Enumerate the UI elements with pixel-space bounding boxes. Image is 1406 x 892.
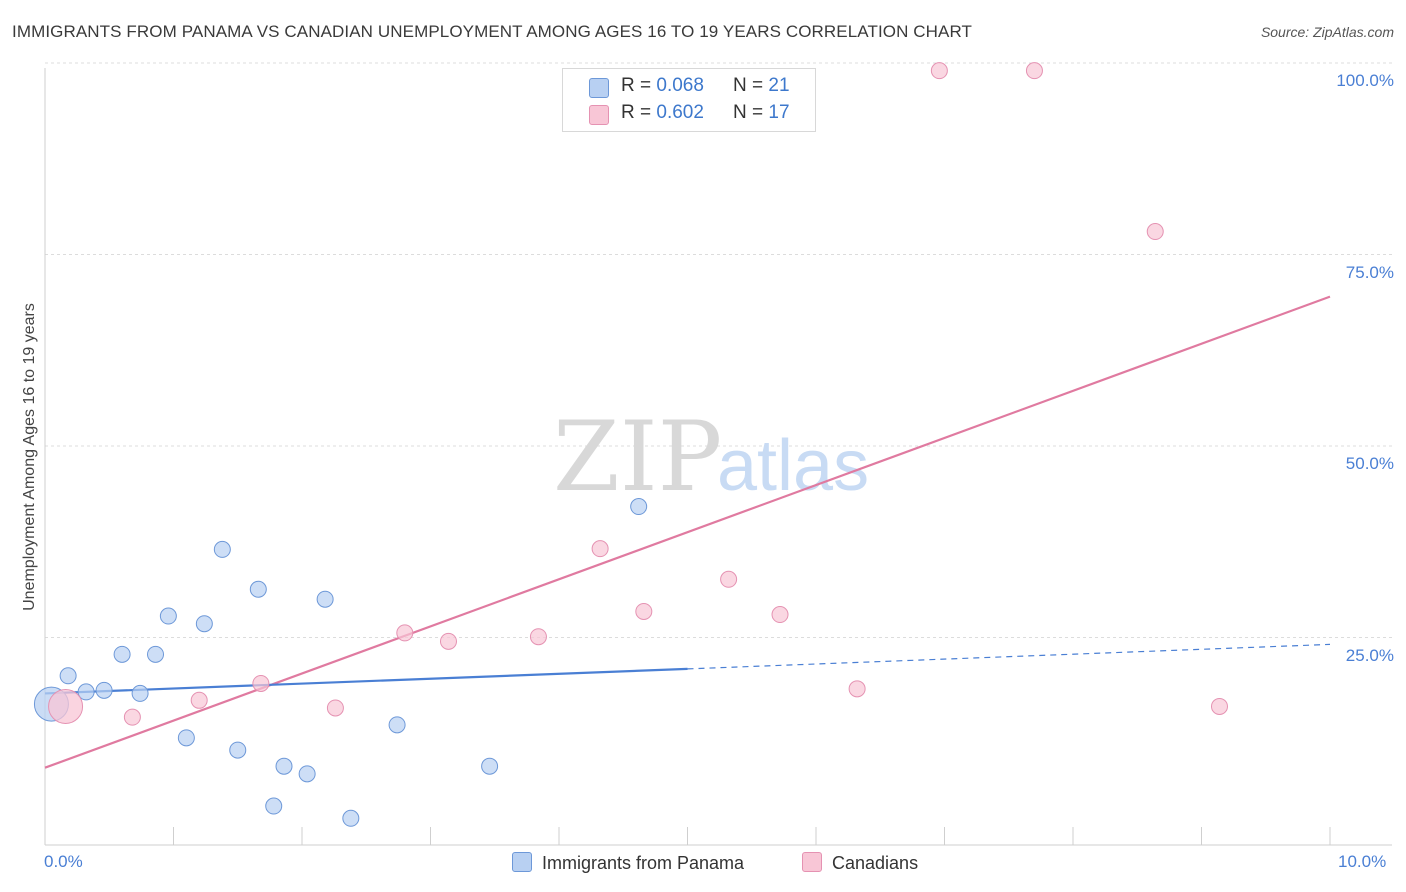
point-panama (316, 590, 334, 608)
point-canadians (635, 602, 653, 620)
x-tick-max: 10.0% (1338, 852, 1387, 871)
source-label: Source: ZipAtlas.com (1260, 24, 1394, 40)
legend-swatch-canadians (802, 852, 822, 872)
point-panama (249, 580, 267, 598)
legend-r-canadians: 0.602 (656, 102, 704, 123)
point-panama (159, 607, 177, 625)
legend-item-panama[interactable]: Immigrants from Panama (512, 852, 744, 874)
point-canadians (720, 570, 738, 588)
trend-line-panama (44, 667, 688, 695)
point-canadians (252, 674, 270, 692)
point-canadians (326, 699, 344, 717)
point-panama (388, 716, 406, 734)
chart-title: IMMIGRANTS FROM PANAMA VS CANADIAN UNEMP… (12, 22, 973, 41)
point-panama (113, 645, 131, 663)
legend-item-canadians[interactable]: Canadians (802, 852, 918, 874)
point-canadians (771, 606, 789, 624)
legend-swatch-canadians (589, 105, 609, 125)
legend-r-panama: 0.068 (656, 75, 704, 96)
point-canadians (591, 540, 609, 558)
legend-r-label: R = (621, 75, 652, 96)
point-panama (481, 757, 499, 775)
x-tick-min: 0.0% (44, 852, 83, 871)
legend-label-panama: Immigrants from Panama (542, 853, 745, 873)
trend-line-panama-extension (687, 643, 1331, 670)
trend-lines (44, 295, 1331, 769)
data-points (33, 62, 1228, 827)
point-canadians (529, 628, 547, 646)
point-panama (177, 729, 195, 747)
point-panama (213, 540, 231, 558)
point-canadians (439, 632, 457, 650)
watermark-zip: ZIP (553, 401, 722, 513)
legend-swatch-panama (512, 852, 532, 872)
point-panama (77, 683, 95, 701)
legend-label-canadians: Canadians (832, 853, 919, 873)
point-panama (229, 741, 247, 759)
point-canadians (190, 691, 208, 709)
y-tick-75: 75.0% (1345, 262, 1394, 282)
point-canadians (396, 624, 414, 642)
legend-n-label: N = (733, 102, 764, 123)
point-panama (275, 757, 293, 775)
legend-n-canadians: 17 (768, 102, 790, 123)
trend-line-canadians (44, 295, 1331, 769)
point-canadians (930, 62, 948, 80)
point-canadians (1210, 697, 1228, 715)
point-panama (131, 684, 149, 702)
point-panama (95, 681, 113, 699)
grid-lines (45, 62, 1392, 638)
point-canadians (1146, 223, 1164, 241)
legend-n-label: N = (733, 75, 764, 96)
y-tick-25: 25.0% (1345, 645, 1394, 665)
point-canadians (48, 688, 84, 724)
point-panama (195, 615, 213, 633)
point-canadians (123, 708, 141, 726)
legend-r-label: R = (621, 102, 652, 123)
point-panama (630, 498, 648, 516)
point-panama (59, 667, 77, 685)
y-tick-50: 50.0% (1345, 454, 1394, 473)
point-canadians (1025, 62, 1043, 80)
y-tick-100: 100.0% (1336, 71, 1394, 90)
legend-n-panama: 21 (768, 75, 790, 96)
point-panama (265, 797, 283, 815)
point-panama (298, 765, 316, 783)
legend-swatch-panama (589, 78, 609, 98)
point-panama (342, 809, 360, 827)
point-canadians (848, 680, 866, 698)
point-panama (147, 645, 165, 663)
correlation-legend: R = 0.068 N = 21 R = 0.602 N = 17 (562, 68, 816, 132)
